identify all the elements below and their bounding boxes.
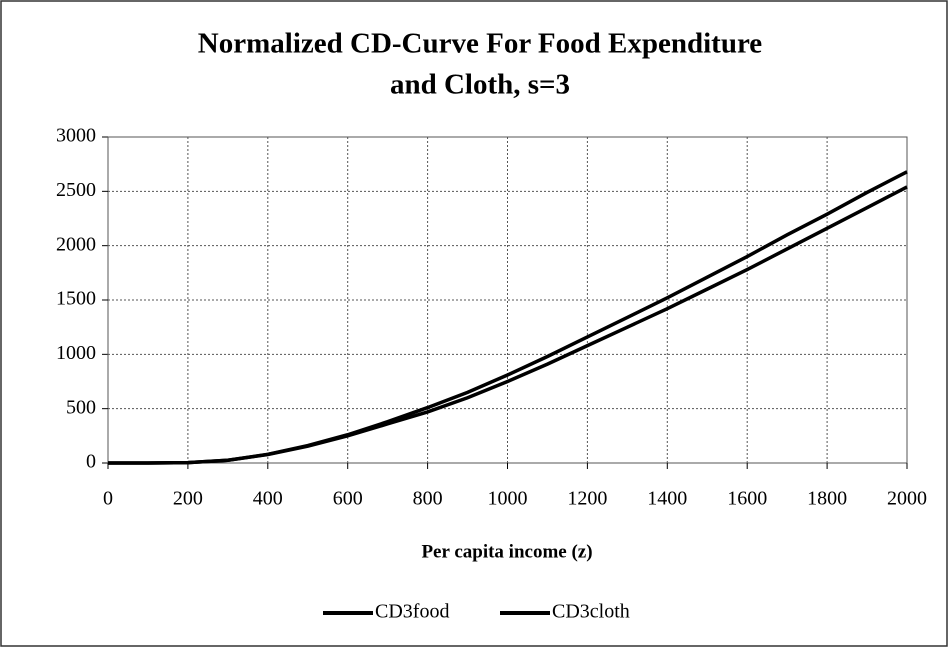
legend-label: CD3food: [375, 601, 449, 623]
x-tick-label: 2000: [887, 488, 927, 510]
x-tick-label: 1000: [488, 488, 528, 510]
y-tick-label: 2500: [56, 179, 96, 201]
x-tick-label: 1600: [727, 488, 767, 510]
y-tick-label: 500: [66, 396, 96, 418]
x-tick-label: 1800: [807, 488, 847, 510]
legend-label: CD3cloth: [552, 601, 630, 623]
x-tick-label: 0: [103, 488, 113, 510]
x-tick-label: 1400: [647, 488, 687, 510]
chart-title: Normalized CD-Curve For Food Expenditure: [198, 28, 763, 60]
y-tick-label: 2000: [56, 233, 96, 255]
x-tick-label: 800: [413, 488, 443, 510]
y-tick-label: 1500: [56, 288, 96, 310]
y-tick-label: 0: [86, 451, 96, 473]
x-axis-label: Per capita income (z): [421, 541, 592, 562]
x-tick-label: 600: [333, 488, 363, 510]
series-line: [108, 185, 908, 465]
y-tick-label: 3000: [56, 125, 96, 147]
x-tick-label: 1200: [567, 488, 607, 510]
x-tick-label: 200: [173, 488, 203, 510]
x-tick-label: 400: [253, 488, 283, 510]
chart-title: and Cloth, s=3: [390, 69, 570, 101]
y-tick-label: 1000: [56, 342, 96, 364]
